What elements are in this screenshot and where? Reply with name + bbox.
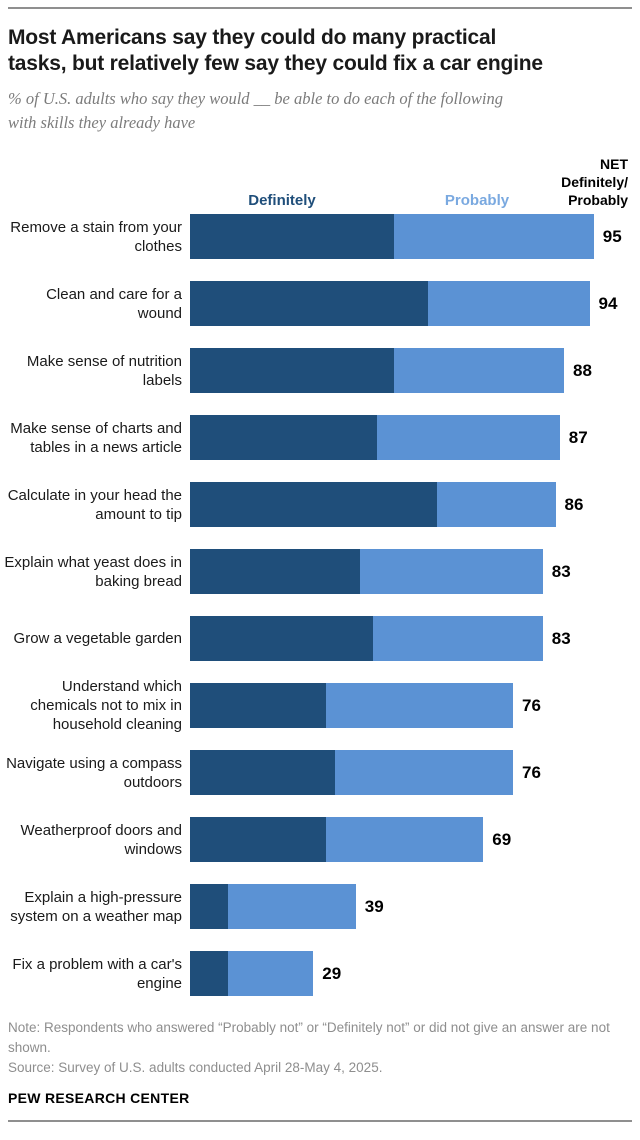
bar-segment-definitely (190, 214, 394, 259)
net-value: 86 (564, 494, 584, 514)
bar-row: Explain a high-pressure system on a weat… (0, 884, 640, 929)
bar-segment-probably (428, 281, 590, 326)
bar-segment-probably (394, 214, 594, 259)
bar-segment-probably (228, 884, 356, 929)
bar-segment-definitely (190, 415, 377, 460)
stacked-bar: 88 (190, 348, 592, 393)
net-value: 39 (364, 896, 384, 916)
bar-segment-probably (436, 482, 556, 527)
bar-row: Explain what yeast does in baking bread … (0, 549, 640, 594)
row-label: Navigate using a compass outdoors (6, 754, 182, 791)
net-header-line-2: Definitely/ (561, 174, 628, 190)
stacked-bar-chart: Definitely Probably NET Definitely/ Prob… (0, 151, 640, 996)
subtitle-line-2: with skills they already have (8, 113, 196, 132)
stacked-bar: 76 (190, 750, 541, 795)
net-value: 76 (522, 762, 541, 782)
bar-segment-definitely (190, 817, 326, 862)
net-column-header: NET Definitely/ Probably (561, 155, 628, 209)
bar-segment-definitely (190, 549, 360, 594)
bar-rows: Remove a stain from your clothes 95 Clea… (0, 214, 640, 996)
stacked-bar: 87 (190, 415, 588, 460)
net-value: 76 (522, 695, 541, 715)
row-label: Remove a stain from your clothes (10, 218, 182, 255)
bar-row: Understand which chemicals not to mix in… (0, 678, 640, 733)
bar-row: Navigate using a compass outdoors 76 (0, 750, 640, 795)
bar-segment-definitely (190, 348, 394, 393)
title-line-1: Most Americans say they could do many pr… (8, 26, 497, 49)
bar-row: Make sense of charts and tables in a new… (0, 415, 640, 460)
stacked-bar: 76 (190, 683, 541, 728)
net-value: 95 (602, 226, 622, 246)
row-label: Explain what yeast does in baking bread (4, 553, 182, 590)
bar-row: Fix a problem with a car's engine 29 (0, 951, 640, 996)
chart-subtitle: % of U.S. adults who say they would __ b… (8, 87, 630, 135)
net-header-line-1: NET (600, 156, 628, 172)
bar-segment-probably (372, 616, 543, 661)
stacked-bar: 83 (190, 616, 571, 661)
bar-segment-definitely (190, 281, 428, 326)
bar-segment-probably (334, 750, 513, 795)
legend-definitely-label: Definitely (248, 192, 316, 209)
chart-legend: Definitely Probably NET Definitely/ Prob… (0, 151, 640, 209)
row-label: Make sense of charts and tables in a new… (10, 419, 182, 456)
row-label: Grow a vegetable garden (13, 630, 182, 647)
stacked-bar: 83 (190, 549, 571, 594)
stacked-bar: 39 (190, 884, 384, 929)
bar-row: Make sense of nutrition labels 88 (0, 348, 640, 393)
bar-segment-definitely (190, 616, 373, 661)
net-value: 88 (573, 360, 592, 380)
row-label: Explain a high-pressure system on a weat… (10, 888, 182, 925)
footnote: Note: Respondents who answered “Probably… (8, 1020, 610, 1055)
bar-segment-definitely (190, 951, 229, 996)
row-label: Understand which chemicals not to mix in… (30, 678, 182, 733)
row-label: Weatherproof doors and windows (20, 821, 183, 858)
title-line-2: tasks, but relatively few say they could… (8, 52, 543, 75)
row-label: Fix a problem with a car's engine (12, 955, 182, 992)
bar-segment-definitely (190, 683, 326, 728)
bar-segment-probably (360, 549, 543, 594)
stacked-bar: 29 (190, 951, 341, 996)
subtitle-line-1: % of U.S. adults who say they would __ b… (8, 89, 503, 108)
net-value: 83 (551, 628, 571, 648)
net-value: 94 (598, 293, 618, 313)
bar-segment-probably (228, 951, 314, 996)
stacked-bar: 69 (190, 817, 511, 862)
bar-row: Clean and care for a wound 94 (0, 281, 640, 326)
bar-segment-definitely (190, 884, 229, 929)
net-value: 83 (551, 561, 571, 581)
net-value: 69 (492, 829, 512, 849)
top-rule (8, 7, 632, 9)
net-value: 29 (322, 963, 342, 983)
stacked-bar: 86 (190, 482, 583, 527)
bar-segment-probably (394, 348, 564, 393)
row-label: Make sense of nutrition labels (26, 352, 182, 389)
stacked-bar: 94 (190, 281, 617, 326)
page-title: Most Americans say they could do many pr… (8, 25, 630, 77)
bottom-rule (8, 1120, 632, 1122)
bar-row: Calculate in your head the amount to tip… (0, 482, 640, 527)
bar-row: Weatherproof doors and windows 69 (0, 817, 640, 862)
row-label: Clean and care for a wound (46, 285, 182, 322)
bar-segment-probably (377, 415, 560, 460)
bar-segment-probably (326, 683, 513, 728)
net-header-line-3: Probably (568, 192, 628, 208)
legend-probably-label: Probably (444, 192, 510, 209)
bar-row: Grow a vegetable garden 83 (0, 616, 640, 661)
bar-segment-definitely (190, 750, 335, 795)
bar-segment-probably (326, 817, 484, 862)
net-value: 87 (568, 427, 588, 447)
row-label: Calculate in your head the amount to tip (7, 486, 182, 523)
bar-segment-definitely (190, 482, 437, 527)
bar-row: Remove a stain from your clothes 95 (0, 214, 640, 259)
brand-name: PEW RESEARCH CENTER (8, 1090, 190, 1106)
stacked-bar: 95 (190, 214, 622, 259)
source-line: Source: Survey of U.S. adults conducted … (8, 1060, 383, 1075)
